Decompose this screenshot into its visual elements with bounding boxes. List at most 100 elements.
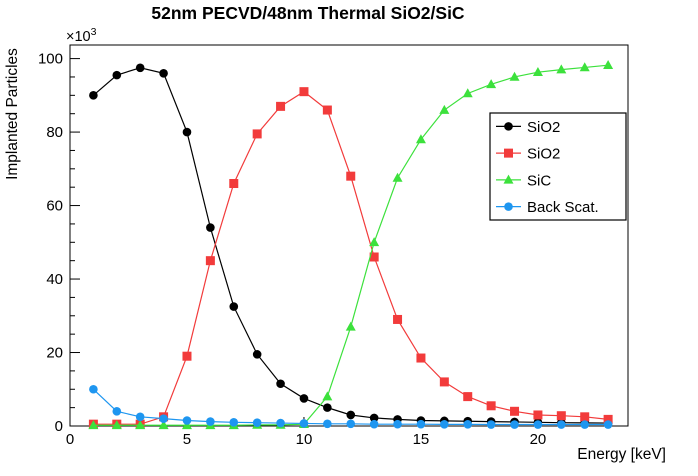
data-point [322,391,333,401]
y-axis-scale-factor: ×103 [66,26,97,45]
data-point [439,104,450,114]
data-point [252,418,262,427]
data-point [276,101,286,111]
legend-entry-label: Back Scat. [527,199,599,216]
data-point [276,379,285,389]
data-point [557,420,566,429]
data-point [580,412,590,422]
data-point [533,420,543,429]
data-point [603,60,614,70]
data-point [323,419,332,429]
data-point [111,420,122,430]
data-point [440,420,449,429]
data-point [369,252,379,262]
data-point [439,377,449,387]
data-point [323,403,332,412]
data-point [89,384,98,394]
x-tick-label: 20 [530,431,547,448]
data-point [369,419,379,429]
data-point [463,392,473,402]
data-point [393,314,403,324]
data-point [532,66,543,76]
data-point [510,406,520,416]
legend-entry-label: SiO2 [527,119,560,136]
data-point [346,410,356,420]
data-point [533,410,543,420]
legend: SiO2 SiO2 SiC Back Scat. [489,112,627,221]
x-tick-label: 10 [296,431,313,448]
data-point [486,401,496,411]
data-point [88,420,99,430]
data-point [205,256,215,266]
y-axis-ticks: 0 20 40 60 80 100 [38,51,80,435]
plot-frame [69,44,629,427]
legend-box [489,112,627,221]
data-point [112,70,122,80]
data-point [182,351,192,361]
data-point [135,420,146,430]
data-point [416,419,426,429]
data-point [346,171,356,181]
data-point [369,413,379,423]
data-point [346,419,356,429]
data-point [486,79,497,89]
data-point [392,172,403,182]
series-back-scat--3 [89,384,613,429]
data-point [182,416,192,425]
data-point [462,88,473,98]
data-point [345,321,356,331]
data-point [580,420,590,429]
data-point [486,420,496,429]
data-point [299,394,309,403]
data-point [252,129,262,139]
data-point [276,418,285,428]
x-axis-title: Energy [keV] [577,446,666,463]
data-point [415,134,426,144]
data-point [135,412,145,422]
data-point [159,68,168,78]
data-point [158,420,169,430]
data-point [509,71,520,81]
data-point [603,414,613,424]
y-tick-label: 0 [55,418,63,435]
data-point [463,420,473,429]
legend-entry-label: SiO2 [527,146,560,163]
data-point [135,63,145,73]
legend-marker [504,148,513,158]
data-point [206,223,215,232]
data-point [416,353,426,363]
data-point [556,411,566,421]
y-tick-label: 60 [46,198,63,215]
data-point [159,414,168,423]
data-series [88,60,614,430]
data-point [252,350,262,359]
y-tick-label: 100 [38,51,63,68]
data-point [603,420,613,429]
data-point [299,87,309,97]
data-point [322,105,332,115]
x-tick-label: 15 [413,431,430,448]
data-point [510,420,519,429]
data-point [229,418,239,427]
y-tick-label: 20 [46,345,63,362]
y-axis-title: Implanted Particles [4,48,21,180]
x-tick-label: 0 [66,431,74,448]
y-tick-label: 40 [46,271,63,288]
data-point [299,419,309,428]
legend-entry-label: SiC [527,172,551,189]
plot-border [69,44,629,427]
data-point [112,407,122,416]
data-point [229,302,239,311]
data-point [393,419,402,429]
data-point [89,91,98,100]
data-point [369,237,380,247]
chart-title: 52nm PECVD/48nm Thermal SiO2/SiC [151,3,465,23]
data-point [206,417,215,426]
x-tick-label: 5 [183,431,191,448]
legend-marker [504,202,513,211]
data-point [556,64,567,74]
y-tick-label: 80 [46,124,63,141]
data-point [182,127,192,137]
